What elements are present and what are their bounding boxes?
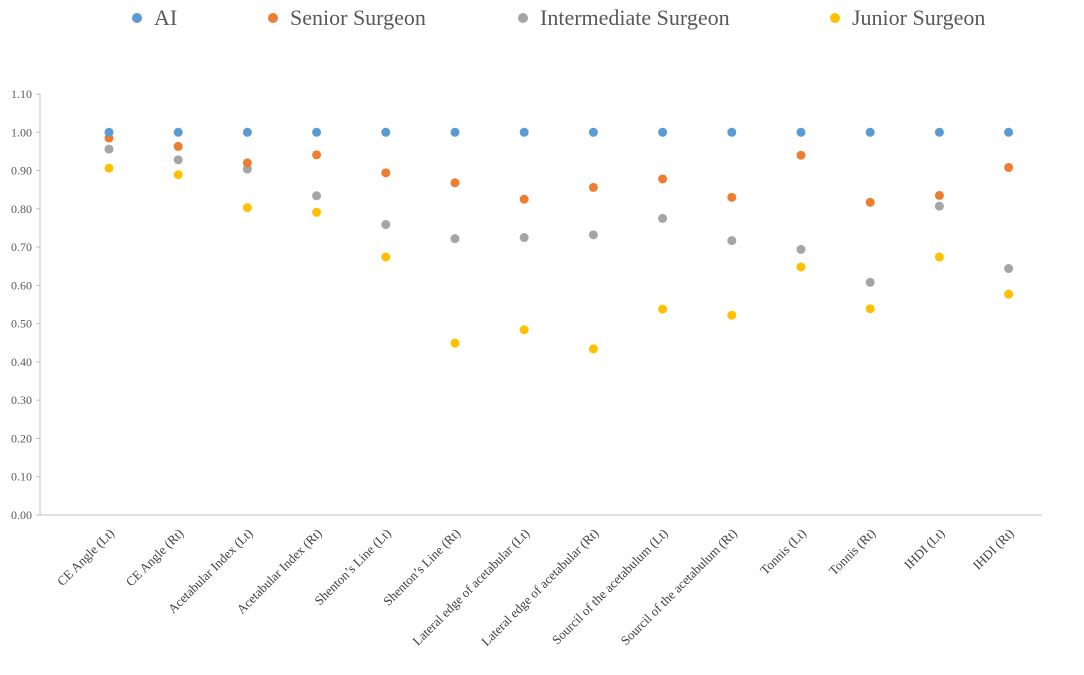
point-senior-surgeon-lateral-edge-of-acetabular-lt — [519, 194, 529, 204]
legend-item-senior-surgeon: Senior Surgeon — [268, 5, 426, 31]
x-tick-label-ce-angle-lt: CE Angle (Lt) — [54, 526, 117, 589]
point-intermediate-surgeon-sourcil-of-the-acetabulum-lt — [658, 213, 668, 223]
y-tick-label: 1.00 — [11, 125, 32, 139]
point-junior-surgeon-tonnis-rt — [865, 304, 875, 314]
x-tick-label-sourcil-of-the-acetabulum-lt: Sourcil of the acetabulum (Lt) — [549, 526, 671, 648]
y-tick-label: 0.20 — [11, 431, 32, 445]
point-junior-surgeon-ce-angle-lt — [104, 163, 114, 173]
point-intermediate-surgeon-ce-angle-lt — [104, 144, 114, 154]
y-tick-label: 0.30 — [11, 393, 32, 407]
point-ai-sourcil-of-the-acetabulum-lt — [658, 127, 668, 137]
point-intermediate-surgeon-ihdi-rt — [1004, 264, 1014, 274]
point-senior-surgeon-tonnis-lt — [796, 150, 806, 160]
legend-marker-senior-surgeon — [268, 13, 278, 23]
point-junior-surgeon-acetabular-index-lt — [242, 203, 252, 213]
point-ai-ihdi-rt — [1004, 127, 1014, 137]
legend-item-ai: AI — [132, 5, 177, 31]
legend-label-intermediate-surgeon: Intermediate Surgeon — [540, 5, 730, 30]
legend-label-junior-surgeon: Junior Surgeon — [852, 5, 986, 30]
legend-item-junior-surgeon: Junior Surgeon — [830, 5, 985, 31]
point-senior-surgeon-ihdi-lt — [934, 190, 944, 200]
x-tick-label-lateral-edge-of-acetabular-rt: Lateral edge of acetabular (Rt) — [478, 526, 601, 649]
y-tick-label: 0.40 — [11, 355, 32, 369]
x-tick-label-ce-angle-rt: CE Angle (Rt) — [123, 526, 187, 590]
point-ai-ihdi-lt — [934, 127, 944, 137]
point-senior-surgeon-shenton-s-line-lt — [381, 168, 391, 178]
point-ai-shenton-s-line-rt — [450, 127, 460, 137]
point-intermediate-surgeon-lateral-edge-of-acetabular-lt — [519, 233, 529, 243]
legend-marker-intermediate-surgeon — [518, 13, 528, 23]
legend: AI Senior Surgeon Intermediate Surgeon J… — [0, 5, 1084, 35]
point-intermediate-surgeon-shenton-s-line-rt — [450, 234, 460, 244]
x-tick-label-ihdi-rt: IHDI (Rt) — [970, 526, 1017, 573]
point-ai-ce-angle-lt — [104, 127, 114, 137]
point-intermediate-surgeon-ce-angle-rt — [173, 155, 183, 165]
point-intermediate-surgeon-tonnis-rt — [865, 277, 875, 287]
point-junior-surgeon-sourcil-of-the-acetabulum-rt — [727, 310, 737, 320]
legend-label-senior-surgeon: Senior Surgeon — [290, 5, 426, 30]
point-intermediate-surgeon-lateral-edge-of-acetabular-rt — [588, 230, 598, 240]
point-ai-tonnis-rt — [865, 127, 875, 137]
point-ai-sourcil-of-the-acetabulum-rt — [727, 127, 737, 137]
point-junior-surgeon-lateral-edge-of-acetabular-rt — [588, 344, 598, 354]
point-ai-lateral-edge-of-acetabular-rt — [588, 127, 598, 137]
point-ai-acetabular-index-rt — [312, 127, 322, 137]
legend-marker-ai — [132, 13, 142, 23]
point-intermediate-surgeon-sourcil-of-the-acetabulum-rt — [727, 236, 737, 246]
point-junior-surgeon-acetabular-index-rt — [312, 207, 322, 217]
point-ai-lateral-edge-of-acetabular-lt — [519, 127, 529, 137]
y-tick-label: 0.60 — [11, 278, 32, 292]
point-intermediate-surgeon-tonnis-lt — [796, 244, 806, 254]
point-ai-shenton-s-line-lt — [381, 127, 391, 137]
y-tick-label: 0.90 — [11, 164, 32, 178]
y-tick-label: 1.10 — [11, 87, 32, 101]
legend-item-intermediate-surgeon: Intermediate Surgeon — [518, 5, 730, 31]
point-junior-surgeon-ce-angle-rt — [173, 170, 183, 180]
y-tick-label: 0.10 — [11, 470, 32, 484]
x-tick-label-sourcil-of-the-acetabulum-rt: Sourcil of the acetabulum (Rt) — [618, 526, 740, 648]
point-senior-surgeon-acetabular-index-rt — [312, 150, 322, 160]
y-tick-label: 0.70 — [11, 240, 32, 254]
point-senior-surgeon-ce-angle-rt — [173, 141, 183, 151]
point-junior-surgeon-shenton-s-line-rt — [450, 338, 460, 348]
point-ai-acetabular-index-lt — [242, 127, 252, 137]
point-intermediate-surgeon-shenton-s-line-lt — [381, 220, 391, 230]
point-junior-surgeon-ihdi-lt — [934, 252, 944, 262]
legend-marker-junior-surgeon — [830, 13, 840, 23]
point-senior-surgeon-lateral-edge-of-acetabular-rt — [588, 182, 598, 192]
point-senior-surgeon-acetabular-index-lt — [242, 158, 252, 168]
point-ai-ce-angle-rt — [173, 127, 183, 137]
point-junior-surgeon-lateral-edge-of-acetabular-lt — [519, 325, 529, 335]
point-senior-surgeon-ihdi-rt — [1004, 162, 1014, 172]
x-tick-label-tonnis-rt: Tonnis (Rt) — [826, 526, 879, 579]
x-tick-label-lateral-edge-of-acetabular-lt: Lateral edge of acetabular (Lt) — [409, 526, 532, 649]
y-tick-label: 0.50 — [11, 317, 32, 331]
point-junior-surgeon-ihdi-rt — [1004, 289, 1014, 299]
point-junior-surgeon-tonnis-lt — [796, 262, 806, 272]
point-intermediate-surgeon-acetabular-index-rt — [312, 191, 322, 201]
y-tick-label: 0.00 — [11, 508, 32, 522]
x-tick-label-ihdi-lt: IHDI (Lt) — [901, 526, 948, 573]
point-senior-surgeon-sourcil-of-the-acetabulum-lt — [658, 174, 668, 184]
x-tick-label-tonnis-lt: Tonnis (Lt) — [757, 526, 809, 578]
legend-label-ai: AI — [154, 5, 178, 30]
point-ai-tonnis-lt — [796, 127, 806, 137]
point-intermediate-surgeon-ihdi-lt — [934, 201, 944, 211]
y-tick-label: 0.80 — [11, 202, 32, 216]
point-junior-surgeon-shenton-s-line-lt — [381, 252, 391, 262]
point-senior-surgeon-sourcil-of-the-acetabulum-rt — [727, 192, 737, 202]
point-junior-surgeon-sourcil-of-the-acetabulum-lt — [658, 304, 668, 314]
point-senior-surgeon-tonnis-rt — [865, 197, 875, 207]
point-senior-surgeon-shenton-s-line-rt — [450, 178, 460, 188]
